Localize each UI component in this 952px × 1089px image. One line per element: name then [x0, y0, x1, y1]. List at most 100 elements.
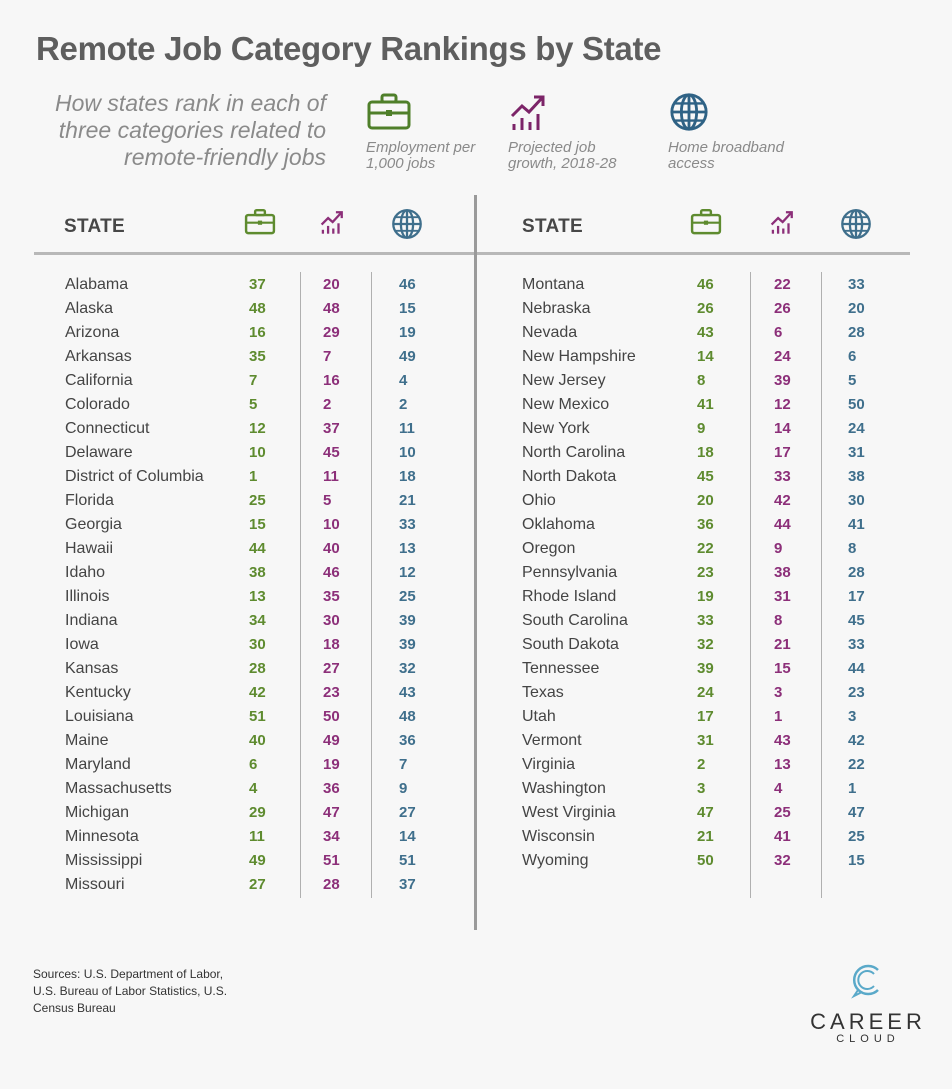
employment-rank: 1: [249, 468, 258, 485]
table-row: Alaska 48 48 15: [65, 297, 485, 321]
state-name: Idaho: [65, 564, 106, 581]
legend-label: Employment per 1,000 jobs: [366, 139, 476, 172]
state-name: North Dakota: [522, 468, 617, 485]
growth-rank: 1: [774, 708, 783, 725]
employment-rank: 35: [249, 348, 266, 365]
growth-rank: 12: [774, 396, 791, 413]
state-name: Iowa: [65, 636, 99, 653]
table-row: South Carolina 33 8 45: [522, 609, 942, 633]
table-row: Idaho 38 46 12: [65, 561, 485, 585]
growth-rank: 14: [774, 420, 791, 437]
employment-rank: 40: [249, 732, 266, 749]
broadband-rank: 18: [399, 468, 416, 485]
broadband-rank: 21: [399, 492, 416, 509]
globe-icon: [841, 209, 871, 239]
table-row: Utah 17 1 3: [522, 705, 942, 729]
state-name: Florida: [65, 492, 114, 509]
state-name: Tennessee: [522, 660, 600, 677]
growth-rank: 47: [323, 804, 340, 821]
state-name: Washington: [522, 780, 606, 797]
globe-icon: [670, 93, 708, 131]
broadband-rank: 27: [399, 804, 416, 821]
state-name: District of Columbia: [65, 468, 204, 485]
growth-rank: 37: [323, 420, 340, 437]
state-name: Oklahoma: [522, 516, 595, 533]
table-row: Alabama 37 20 46: [65, 273, 485, 297]
logo-line1: CAREER: [810, 1009, 926, 1034]
broadband-rank: 48: [399, 708, 416, 725]
employment-rank: 45: [697, 468, 714, 485]
growth-rank: 35: [323, 588, 340, 605]
employment-rank: 38: [249, 564, 266, 581]
broadband-rank: 28: [848, 324, 865, 341]
state-name: New Hampshire: [522, 348, 636, 365]
briefcase-icon: [690, 208, 722, 235]
employment-rank: 10: [249, 444, 266, 461]
broadband-rank: 31: [848, 444, 865, 461]
broadband-rank: 4: [399, 372, 408, 389]
table-row: Oregon 22 9 8: [522, 537, 942, 561]
table-row: Michigan 29 47 27: [65, 801, 485, 825]
growth-rank: 36: [323, 780, 340, 797]
broadband-rank: 33: [848, 636, 865, 653]
growth-rank: 21: [774, 636, 791, 653]
state-name: Wisconsin: [522, 828, 595, 845]
state-name: Ohio: [522, 492, 556, 509]
broadband-rank: 33: [399, 516, 416, 533]
broadband-rank: 24: [848, 420, 865, 437]
growth-rank: 41: [774, 828, 791, 845]
broadband-rank: 23: [848, 684, 865, 701]
state-name: Rhode Island: [522, 588, 617, 605]
state-name: Virginia: [522, 756, 576, 773]
broadband-rank: 51: [399, 852, 416, 869]
briefcase-icon: [244, 208, 276, 235]
broadband-rank: 44: [848, 660, 865, 677]
state-name: Montana: [522, 276, 585, 293]
header-divider: [34, 252, 910, 255]
state-name: Arkansas: [65, 348, 132, 365]
table-row: Connecticut 12 37 11: [65, 417, 485, 441]
state-name: Vermont: [522, 732, 582, 749]
table-row: Tennessee 39 15 44: [522, 657, 942, 681]
employment-rank: 46: [697, 276, 714, 293]
table-row: California 7 16 4: [65, 369, 485, 393]
growth-rank: 11: [323, 468, 339, 485]
broadband-rank: 43: [399, 684, 416, 701]
table-row: Wisconsin 21 41 25: [522, 825, 942, 849]
growth-rank: 38: [774, 564, 791, 581]
state-name: Massachusetts: [65, 780, 172, 797]
employment-rank: 5: [249, 396, 258, 413]
employment-rank: 13: [249, 588, 266, 605]
table-row: New Jersey 8 39 5: [522, 369, 942, 393]
employment-rank: 29: [249, 804, 266, 821]
broadband-rank: 7: [399, 756, 408, 773]
employment-rank: 39: [697, 660, 714, 677]
growth-rank: 3: [774, 684, 783, 701]
employment-rank: 20: [697, 492, 714, 509]
state-name: Alabama: [65, 276, 129, 293]
state-name: New Mexico: [522, 396, 610, 413]
table-row: Minnesota 11 34 14: [65, 825, 485, 849]
broadband-rank: 17: [848, 588, 865, 605]
state-name: Texas: [522, 684, 564, 701]
employment-rank: 24: [697, 684, 714, 701]
table-row: New York 9 14 24: [522, 417, 942, 441]
broadband-rank: 45: [848, 612, 865, 629]
table-row: Virginia 2 13 22: [522, 753, 942, 777]
table-row: Nebraska 26 26 20: [522, 297, 942, 321]
employment-rank: 49: [249, 852, 266, 869]
table-row: New Mexico 41 12 50: [522, 393, 942, 417]
broadband-rank: 41: [848, 516, 865, 533]
column-divider: [821, 272, 822, 898]
broadband-rank: 25: [848, 828, 865, 845]
table-row: Rhode Island 19 31 17: [522, 585, 942, 609]
growth-rank: 29: [323, 324, 340, 341]
employment-rank: 47: [697, 804, 714, 821]
broadband-rank: 50: [848, 396, 865, 413]
globe-icon: [392, 209, 422, 239]
state-name: Wyoming: [522, 852, 589, 869]
state-name: Colorado: [65, 396, 130, 413]
table-row: Illinois 13 35 25: [65, 585, 485, 609]
center-divider: [474, 195, 477, 930]
state-name: Kentucky: [65, 684, 131, 701]
